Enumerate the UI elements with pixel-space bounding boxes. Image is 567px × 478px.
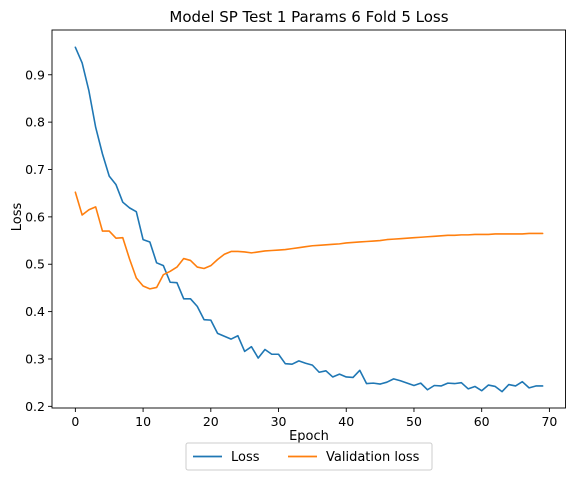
y-axis: 0.2 0.3 0.4 0.5 0.6 0.7 0.8 0.9 (25, 67, 52, 414)
x-tick-label: 60 (474, 414, 490, 429)
y-tick-label: 0.9 (25, 67, 45, 82)
plot-frame (51, 29, 566, 409)
y-tick-label: 0.3 (25, 351, 45, 366)
legend-label-validation-loss: Validation loss (326, 450, 420, 465)
y-tick-label: 0.7 (25, 162, 45, 177)
x-axis-label: Epoch (289, 429, 329, 444)
x-tick-label: 0 (71, 414, 79, 429)
x-tick-label: 20 (203, 414, 219, 429)
legend: Loss Validation loss (185, 442, 433, 471)
y-tick-label: 0.8 (25, 115, 45, 130)
y-tick-label: 0.2 (25, 399, 45, 414)
x-tick-label: 50 (406, 414, 422, 429)
x-tick-label: 70 (541, 414, 557, 429)
x-axis: 0 10 20 30 40 50 60 70 (71, 408, 557, 429)
legend-label-loss: Loss (231, 450, 260, 465)
series-line-validation-loss (74, 191, 544, 290)
x-tick-label: 40 (338, 414, 354, 429)
plot-area (51, 29, 566, 409)
x-tick-label: 30 (271, 414, 287, 429)
y-axis-label: Loss (10, 203, 25, 232)
y-tick-label: 0.6 (25, 209, 45, 224)
series-line-loss (74, 46, 544, 393)
y-tick-label: 0.4 (25, 304, 45, 319)
y-tick-label: 0.5 (25, 257, 45, 272)
x-tick-label: 10 (135, 414, 151, 429)
chart-title: Model SP Test 1 Params 6 Fold 5 Loss (169, 8, 448, 26)
